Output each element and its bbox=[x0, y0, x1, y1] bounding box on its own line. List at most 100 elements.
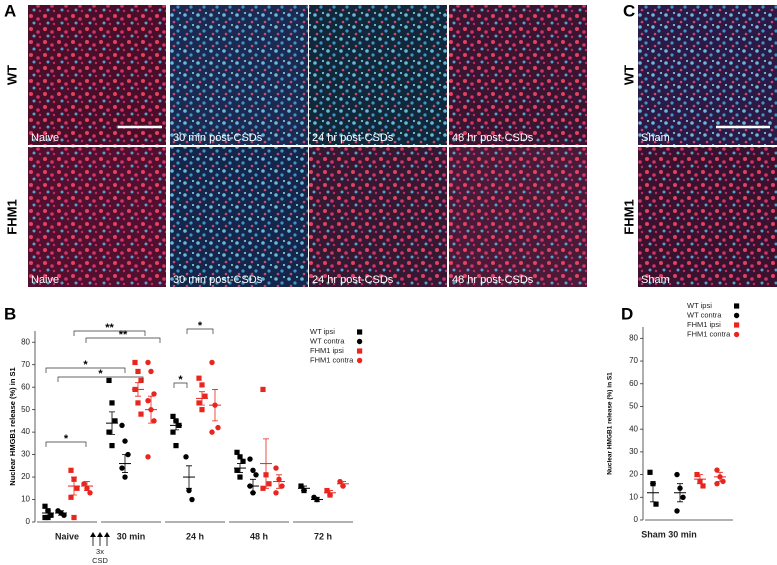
significance-label: * bbox=[83, 359, 88, 371]
data-point bbox=[240, 458, 246, 464]
error-bar bbox=[84, 481, 90, 491]
data-point bbox=[183, 454, 189, 460]
error-bar bbox=[135, 382, 141, 397]
significance-label: * bbox=[64, 433, 69, 445]
data-point bbox=[145, 397, 151, 404]
legend-label: WT ipsi bbox=[687, 301, 712, 310]
significance-bracket bbox=[85, 337, 161, 343]
data-point bbox=[151, 391, 157, 397]
y-tick-label: 30 bbox=[629, 447, 638, 456]
significance-bracket bbox=[173, 382, 188, 388]
panel-letter: B bbox=[4, 304, 16, 323]
x-tick-label: 24 h bbox=[186, 531, 204, 541]
significance-label: * bbox=[178, 374, 183, 386]
image-caption: 24 hr post-CSDs bbox=[312, 132, 394, 144]
data-point bbox=[135, 368, 141, 375]
significance-bracket bbox=[45, 367, 126, 373]
x-tick-label: 48 h bbox=[250, 531, 268, 541]
data-point bbox=[202, 393, 208, 399]
error-bar bbox=[327, 490, 333, 496]
significance-bracket bbox=[73, 330, 146, 336]
x-tick-label: Naive bbox=[55, 531, 79, 541]
significance-label: ** bbox=[119, 329, 128, 341]
legend-marker bbox=[734, 303, 740, 309]
legend-marker bbox=[733, 331, 740, 338]
y-tick-label: 40 bbox=[21, 427, 30, 436]
image-caption: Naive bbox=[31, 274, 59, 286]
data-point bbox=[237, 474, 243, 480]
data-point bbox=[145, 359, 151, 366]
data-point bbox=[173, 443, 179, 449]
significance-label: * bbox=[98, 368, 103, 380]
micrograph-cells bbox=[28, 5, 166, 145]
error-bar bbox=[199, 391, 205, 406]
micrograph-cells bbox=[638, 147, 777, 287]
row-label: FHM1 bbox=[621, 199, 636, 234]
data-point bbox=[119, 422, 125, 429]
legend-label: FHM1 contra bbox=[687, 329, 731, 338]
data-point bbox=[45, 514, 51, 521]
y-tick-label: 50 bbox=[629, 402, 638, 411]
data-point bbox=[196, 375, 202, 381]
row-label: WT bbox=[4, 65, 19, 85]
error-bar bbox=[250, 478, 256, 494]
y-tick-label: 50 bbox=[21, 405, 30, 414]
legend-label: WT ipsi bbox=[310, 327, 335, 336]
error-bar bbox=[717, 471, 723, 482]
legend-label: WT contra bbox=[687, 310, 722, 319]
data-point bbox=[674, 508, 680, 514]
micrograph-cells bbox=[28, 147, 166, 287]
significance-label: * bbox=[198, 320, 203, 332]
data-point bbox=[186, 487, 192, 494]
data-point bbox=[68, 467, 74, 473]
image-caption: 30 min post-CSDs bbox=[173, 132, 263, 144]
y-tick-label: 20 bbox=[629, 470, 638, 479]
data-point bbox=[273, 490, 279, 496]
data-point bbox=[189, 496, 195, 503]
data-point bbox=[653, 501, 659, 507]
micrograph-cells bbox=[449, 147, 587, 287]
data-point bbox=[196, 400, 202, 406]
error-bar bbox=[237, 463, 243, 473]
data-point bbox=[714, 480, 720, 487]
error-bar bbox=[109, 411, 115, 435]
error-bar bbox=[301, 485, 307, 491]
image-caption: 30 min post-CSDs bbox=[173, 274, 263, 286]
y-tick-label: 80 bbox=[629, 333, 638, 342]
data-point bbox=[237, 454, 243, 460]
significance-bracket bbox=[57, 376, 144, 382]
data-point bbox=[132, 359, 138, 366]
legend-marker bbox=[357, 329, 363, 335]
data-point bbox=[714, 467, 720, 473]
data-point bbox=[87, 490, 93, 496]
error-bar bbox=[173, 420, 179, 431]
error-bar bbox=[45, 510, 51, 516]
significance-bracket bbox=[186, 328, 214, 334]
y-tick-label: 30 bbox=[21, 450, 30, 459]
image-caption: Naive bbox=[31, 132, 59, 144]
significance-bracket bbox=[45, 441, 87, 447]
data-point bbox=[247, 456, 253, 462]
error-bar bbox=[677, 483, 683, 503]
data-point bbox=[234, 449, 240, 455]
data-point bbox=[71, 514, 77, 521]
error-bar bbox=[697, 474, 703, 485]
data-point bbox=[209, 359, 215, 366]
y-tick-label: 80 bbox=[21, 337, 30, 346]
image-caption: 48 hr post-CSDs bbox=[452, 132, 534, 144]
error-bar bbox=[276, 474, 282, 489]
x-tick-label: Sham 30 min bbox=[641, 529, 697, 539]
data-point bbox=[215, 424, 221, 431]
error-bar bbox=[186, 465, 192, 489]
row-label: FHM1 bbox=[4, 199, 19, 234]
csd-note: CSD bbox=[92, 556, 108, 565]
legend-label: WT contra bbox=[310, 336, 345, 345]
y-tick-label: 60 bbox=[21, 382, 30, 391]
data-point bbox=[135, 400, 141, 406]
data-point bbox=[109, 443, 115, 449]
data-point bbox=[119, 465, 125, 471]
data-point bbox=[234, 467, 240, 473]
error-bar bbox=[314, 496, 320, 503]
y-tick-label: 20 bbox=[21, 472, 30, 481]
